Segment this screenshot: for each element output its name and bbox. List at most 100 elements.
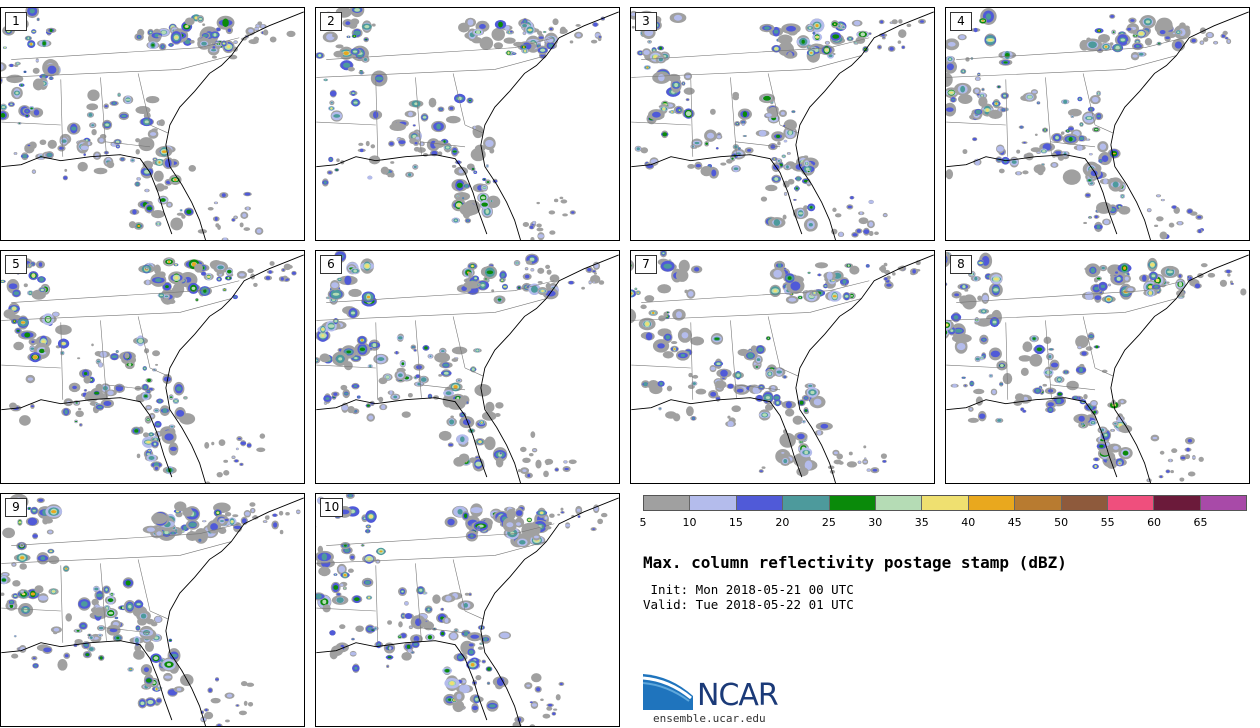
state-border <box>326 290 515 303</box>
reflectivity-cell <box>474 383 492 397</box>
reflectivity-cell <box>705 142 709 145</box>
reflectivity-cell <box>1177 31 1180 34</box>
reflectivity-cell <box>237 437 242 440</box>
reflectivity-cell <box>695 388 707 395</box>
reflectivity-cell <box>783 124 786 127</box>
reflectivity-cell <box>37 18 39 21</box>
reflectivity-cell <box>161 44 164 49</box>
reflectivity-cell <box>652 111 661 118</box>
reflectivity-cell <box>176 410 185 417</box>
reflectivity-cell <box>368 415 374 420</box>
reflectivity-cell <box>61 342 66 345</box>
reflectivity-cell <box>481 202 488 207</box>
reflectivity-cell <box>982 338 986 341</box>
reflectivity-cell <box>83 371 88 376</box>
reflectivity-cell <box>537 267 545 274</box>
reflectivity-cell <box>682 82 685 85</box>
reflectivity-cell <box>1124 276 1129 281</box>
state-border <box>326 47 515 60</box>
reflectivity-cell <box>950 329 954 332</box>
reflectivity-cell <box>1159 475 1163 478</box>
reflectivity-cell <box>985 13 992 20</box>
coastline <box>480 11 619 240</box>
reflectivity-cell <box>12 307 16 310</box>
reflectivity-cell <box>486 195 501 208</box>
reflectivity-cell <box>1108 284 1111 286</box>
reflectivity-cell <box>372 343 377 348</box>
reflectivity-cell <box>985 108 989 112</box>
reflectivity-cell <box>990 350 1001 358</box>
reflectivity-cell <box>121 158 124 160</box>
reflectivity-cell <box>407 392 413 398</box>
reflectivity-cell <box>640 304 647 310</box>
reflectivity-cell <box>1076 144 1083 151</box>
reflectivity-cell <box>424 346 428 350</box>
reflectivity-cell <box>158 161 161 164</box>
reflectivity-cell <box>1055 136 1059 140</box>
reflectivity-cell <box>1226 269 1231 274</box>
reflectivity-cell <box>389 141 394 146</box>
reflectivity-cell <box>13 320 16 323</box>
reflectivity-cell <box>445 146 450 149</box>
reflectivity-cell <box>378 396 384 403</box>
reflectivity-cell <box>136 626 140 630</box>
reflectivity-cell <box>354 410 357 413</box>
reflectivity-cell <box>182 530 184 532</box>
reflectivity-cell <box>1178 221 1182 225</box>
reflectivity-cell <box>663 263 672 269</box>
reflectivity-cell <box>1166 281 1170 284</box>
reflectivity-cell <box>716 362 721 366</box>
reflectivity-cell <box>330 107 333 110</box>
state-border <box>1005 79 1009 157</box>
reflectivity-cell <box>146 418 150 421</box>
state-border <box>809 298 862 313</box>
reflectivity-cell <box>474 277 478 280</box>
state-border <box>105 384 151 391</box>
reflectivity-cell <box>790 281 801 291</box>
state-border <box>946 69 1125 78</box>
reflectivity-cell <box>598 280 605 285</box>
state-border <box>179 55 232 70</box>
reflectivity-cell <box>353 50 358 53</box>
reflectivity-cell <box>150 433 153 436</box>
reflectivity-cell <box>75 402 78 404</box>
reflectivity-cell <box>912 269 916 274</box>
reflectivity-cell <box>249 502 256 507</box>
reflectivity-cell <box>762 413 768 417</box>
reflectivity-cell <box>207 206 214 211</box>
reflectivity-cell <box>1111 429 1114 432</box>
reflectivity-cell <box>820 423 829 429</box>
reflectivity-cell <box>967 417 979 423</box>
reflectivity-cell <box>786 165 789 169</box>
reflectivity-cell <box>1091 401 1097 406</box>
reflectivity-cell <box>858 217 869 225</box>
reflectivity-cell <box>366 295 371 299</box>
reflectivity-cell <box>136 603 141 606</box>
reflectivity-cell <box>979 413 986 419</box>
reflectivity-cell <box>773 158 776 160</box>
reflectivity-cell <box>224 511 232 517</box>
reflectivity-cell <box>26 114 29 117</box>
reflectivity-cell <box>153 656 159 661</box>
reflectivity-cell <box>169 43 173 46</box>
reflectivity-cell <box>1098 29 1100 32</box>
reflectivity-cell <box>581 286 585 290</box>
reflectivity-cell <box>1148 291 1152 295</box>
reflectivity-cell <box>546 269 552 275</box>
reflectivity-cell <box>962 376 965 379</box>
reflectivity-cell <box>48 555 60 565</box>
reflectivity-cell <box>681 332 689 339</box>
reflectivity-cell <box>106 161 115 169</box>
coastline <box>795 254 934 483</box>
reflectivity-cell <box>809 205 813 209</box>
reflectivity-cell <box>343 573 347 577</box>
reflectivity-cell <box>441 350 445 353</box>
reflectivity-cell <box>652 49 656 51</box>
reflectivity-cell <box>880 264 886 273</box>
reflectivity-cell <box>15 91 19 95</box>
reflectivity-cell <box>51 510 57 514</box>
reflectivity-cell <box>85 139 88 142</box>
state-border <box>1082 316 1096 369</box>
reflectivity-cell <box>658 74 665 82</box>
reflectivity-cell <box>787 51 793 59</box>
